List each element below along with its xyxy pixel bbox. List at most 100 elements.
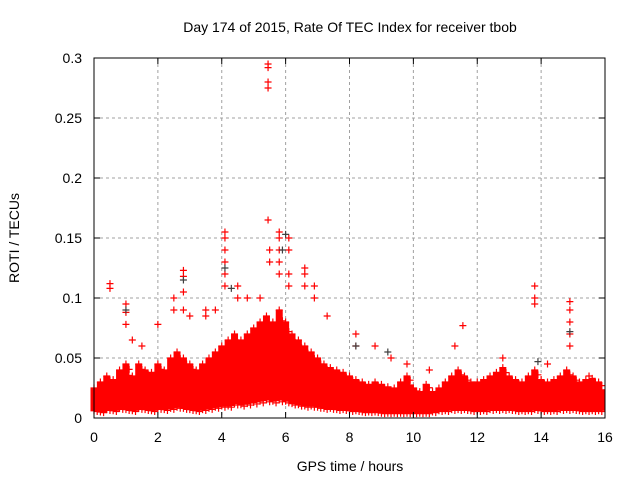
data-point <box>406 376 414 384</box>
data-point <box>154 320 162 328</box>
data-point <box>285 282 293 290</box>
data-point <box>365 400 373 408</box>
data-point <box>499 364 507 372</box>
data-point <box>566 298 574 306</box>
data-point <box>199 360 207 368</box>
y-tick-label: 0.1 <box>63 290 83 306</box>
data-point <box>199 382 207 390</box>
data-point <box>473 398 481 406</box>
data-point <box>256 378 264 386</box>
data-point <box>448 372 456 380</box>
data-point <box>288 364 296 372</box>
data-point <box>128 407 136 415</box>
data-point <box>221 270 229 278</box>
data-point <box>384 383 392 391</box>
data-point <box>243 383 251 391</box>
data-point <box>339 406 347 414</box>
data-point <box>192 366 200 374</box>
data-point <box>588 407 596 415</box>
data-point <box>243 364 251 372</box>
data-point <box>256 318 264 326</box>
data-point <box>179 354 187 362</box>
data-point <box>231 330 239 338</box>
data-point <box>262 378 270 386</box>
data-point <box>167 378 175 386</box>
secondary-data-point <box>227 284 235 292</box>
data-point <box>339 368 347 376</box>
data-point <box>352 376 360 384</box>
data-point <box>524 372 532 380</box>
data-point <box>358 400 366 408</box>
data-point <box>352 398 360 406</box>
data-point <box>221 258 229 266</box>
data-point <box>390 402 398 410</box>
data-point <box>262 354 270 362</box>
data-point <box>371 401 379 409</box>
data-point <box>531 406 539 414</box>
data-point <box>285 270 293 278</box>
data-point <box>333 366 341 374</box>
grid <box>94 58 605 418</box>
data-point <box>460 372 468 380</box>
data-point <box>454 366 462 374</box>
data-point <box>595 407 603 415</box>
data-point <box>598 392 606 400</box>
x-tick-label: 4 <box>218 429 226 445</box>
data-point <box>141 406 149 414</box>
y-axis-label: ROTI / TECUs <box>6 193 22 283</box>
data-point <box>550 376 558 384</box>
data-point <box>307 373 315 381</box>
data-point <box>256 294 264 302</box>
data-point <box>598 400 606 408</box>
data-point <box>467 407 475 415</box>
secondary-data-point <box>122 306 130 314</box>
data-point <box>460 397 468 405</box>
data-point <box>122 383 130 391</box>
data-point <box>556 372 564 380</box>
data-point <box>179 266 187 274</box>
data-point <box>512 376 520 384</box>
data-point <box>96 398 104 406</box>
data-point <box>323 312 331 320</box>
data-point <box>467 398 475 406</box>
x-tick-label: 0 <box>90 429 98 445</box>
data-point <box>288 383 296 391</box>
data-point <box>531 384 539 392</box>
data-point <box>282 359 290 367</box>
data-point <box>301 282 309 290</box>
data-point <box>275 354 283 362</box>
data-point <box>275 258 283 266</box>
data-point <box>202 306 210 314</box>
data-point <box>448 406 456 414</box>
data-point <box>544 378 552 386</box>
data-point <box>221 246 229 254</box>
data-point <box>544 407 552 415</box>
data-point <box>537 376 545 384</box>
data-point <box>595 378 603 386</box>
data-point <box>352 407 360 415</box>
data-point <box>288 400 296 408</box>
data-point <box>333 383 341 391</box>
data-point <box>518 378 526 386</box>
data-point <box>409 402 417 410</box>
data-point <box>221 228 229 236</box>
data-point <box>211 348 219 356</box>
data-point <box>282 397 290 405</box>
data-point <box>167 404 175 412</box>
data-point <box>556 406 564 414</box>
data-point <box>339 384 347 392</box>
data-point <box>109 407 117 415</box>
y-tick-label: 0.25 <box>55 110 82 126</box>
data-point <box>256 397 264 405</box>
data-point <box>160 383 168 391</box>
secondary-data-point <box>534 358 542 366</box>
data-point <box>269 379 277 387</box>
data-point <box>588 397 596 405</box>
axis-ticks: 0 2 4 6 8 10 12 14 16 0 0.05 0.1 0.15 0.2 0.25 0.3 <box>55 50 613 445</box>
data-point <box>320 378 328 386</box>
data-point <box>103 406 111 414</box>
data-point <box>480 397 488 405</box>
data-point <box>106 284 114 292</box>
data-point <box>205 354 213 362</box>
data-point <box>243 400 251 408</box>
